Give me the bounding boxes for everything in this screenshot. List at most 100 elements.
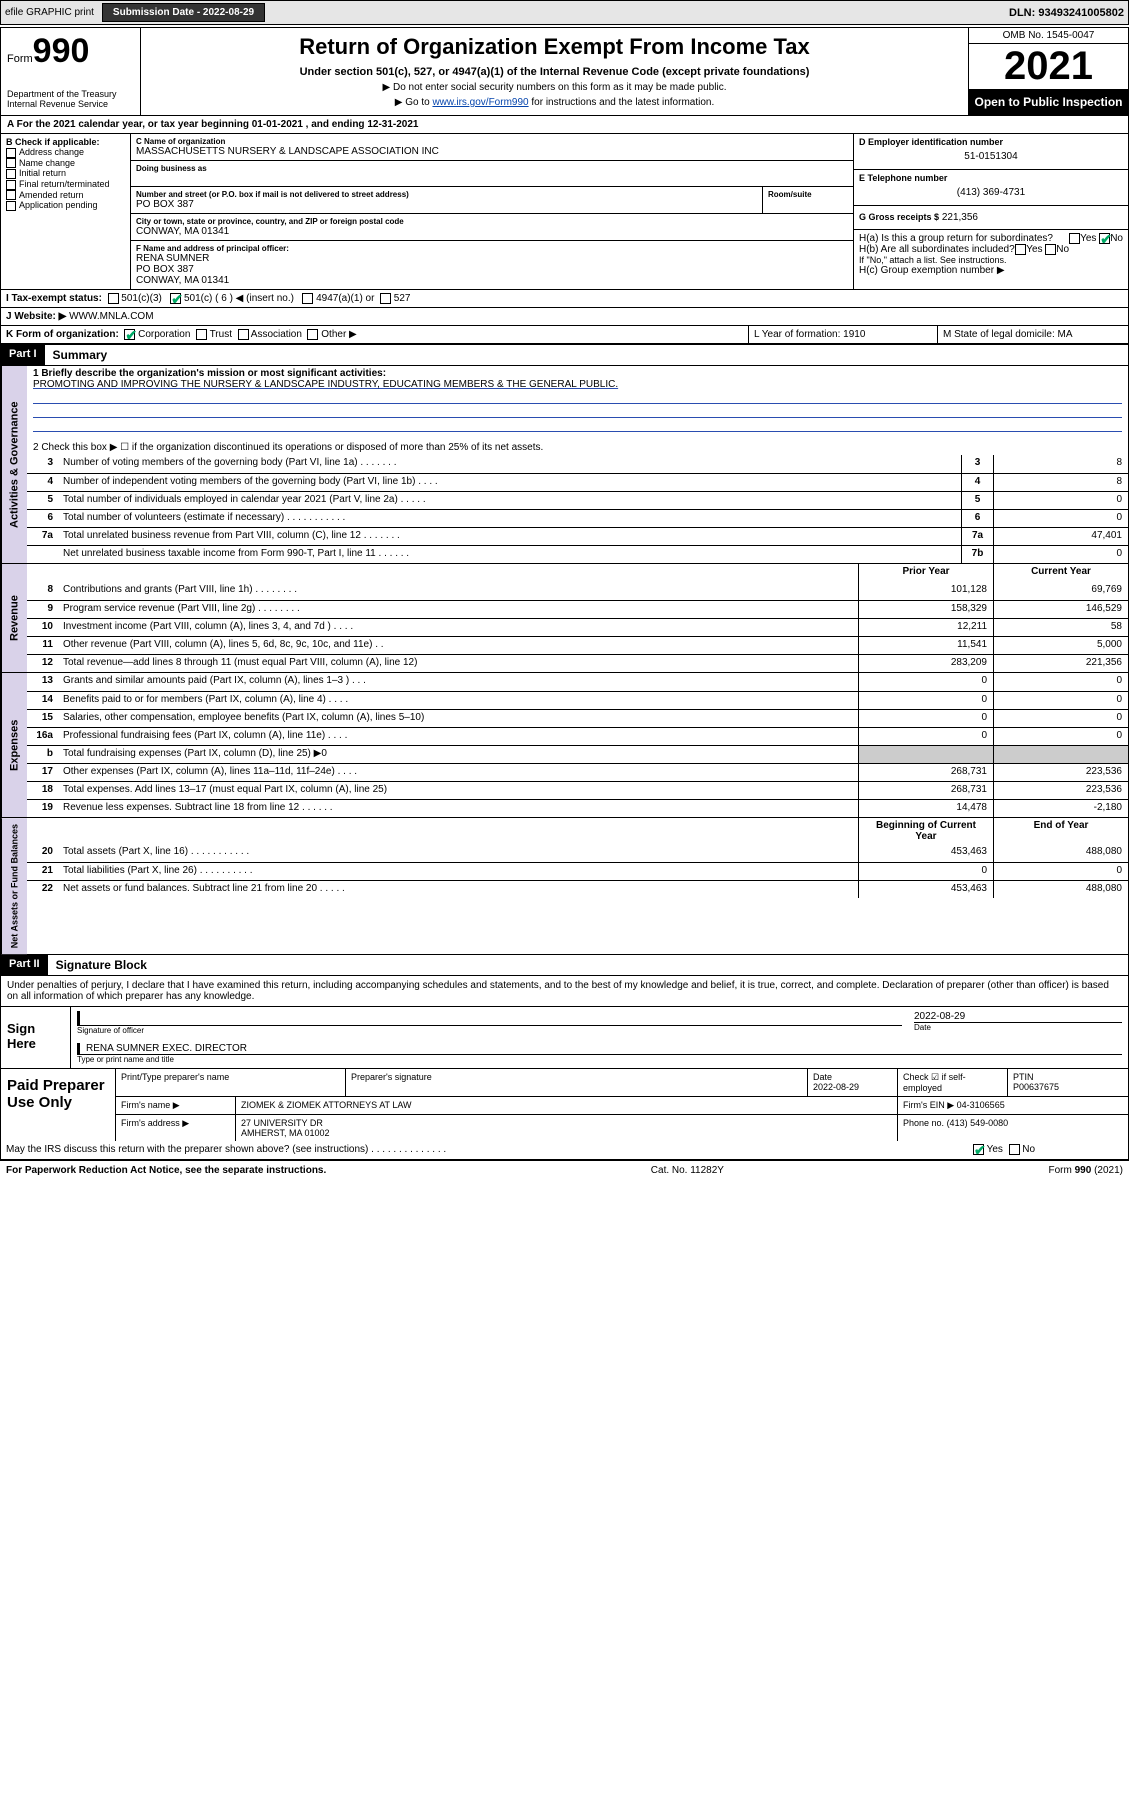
firm-name-label: Firm's name ▶ — [116, 1097, 236, 1114]
table-row: 10Investment income (Part VIII, column (… — [27, 618, 1128, 636]
part1-activities-block: Activities & Governance 1 Briefly descri… — [1, 365, 1128, 563]
i-label: I Tax-exempt status: — [6, 293, 102, 304]
sig-officer-label: Signature of officer — [77, 1025, 902, 1035]
street-address: PO BOX 387 — [136, 199, 757, 210]
sign-here-label: Sign Here — [1, 1007, 71, 1068]
checkbox-501c[interactable] — [170, 293, 181, 304]
table-row: 12Total revenue—add lines 8 through 11 (… — [27, 654, 1128, 672]
checkbox-discuss-no[interactable] — [1009, 1144, 1020, 1155]
j-label: J Website: ▶ — [6, 311, 66, 322]
line1-mission: 1 Briefly describe the organization's mi… — [27, 366, 1128, 434]
part1-netassets-block: Net Assets or Fund Balances Beginning of… — [1, 817, 1128, 954]
part1-header-row: Part I Summary — [1, 344, 1128, 365]
table-row: 6Total number of volunteers (estimate if… — [27, 509, 1128, 527]
vlabel-expenses: Expenses — [1, 673, 27, 817]
netassets-header: Beginning of Current Year End of Year — [27, 818, 1128, 844]
checkbox-address-change[interactable]: Address change — [6, 147, 125, 158]
form-header: Form990 Department of the Treasury Inter… — [1, 28, 1128, 116]
header-mid: Return of Organization Exempt From Incom… — [141, 28, 968, 115]
checkbox-initial-return[interactable]: Initial return — [6, 168, 125, 179]
table-row: 3Number of voting members of the governi… — [27, 455, 1128, 473]
h-b: H(b) Are all subordinates included? Yes … — [859, 244, 1123, 255]
table-row: 22Net assets or fund balances. Subtract … — [27, 880, 1128, 898]
irs-link[interactable]: www.irs.gov/Form990 — [432, 97, 528, 108]
k-label: K Form of organization: — [6, 329, 119, 340]
firm-name: ZIOMEK & ZIOMEK ATTORNEYS AT LAW — [236, 1097, 898, 1114]
checkbox-app-pending[interactable]: Application pending — [6, 200, 125, 211]
open-inspection: Open to Public Inspection — [969, 89, 1128, 115]
table-row: bTotal fundraising expenses (Part IX, co… — [27, 745, 1128, 763]
checkbox-assoc[interactable] — [238, 329, 249, 340]
table-row: 16aProfessional fundraising fees (Part I… — [27, 727, 1128, 745]
table-row: 20Total assets (Part X, line 16) . . . .… — [27, 844, 1128, 862]
paid-preparer-block: Paid Preparer Use Only Print/Type prepar… — [1, 1068, 1128, 1141]
cat-number: Cat. No. 11282Y — [326, 1165, 1048, 1176]
firm-addr-label: Firm's address ▶ — [116, 1115, 236, 1141]
ein-label: D Employer identification number — [859, 137, 1123, 147]
firm-ein: 04-3106565 — [957, 1100, 1005, 1110]
addr-label: Number and street (or P.O. box if mail i… — [136, 190, 757, 199]
org-name: MASSACHUSETTS NURSERY & LANDSCAPE ASSOCI… — [136, 146, 848, 157]
preparer-sig-label: Preparer's signature — [346, 1069, 808, 1096]
period-line: A For the 2021 calendar year, or tax yea… — [1, 116, 1128, 134]
preparer-name-label: Print/Type preparer's name — [116, 1069, 346, 1096]
efile-topbar: efile GRAPHIC print Submission Date - 20… — [0, 0, 1129, 25]
officer-info: RENA SUMNER PO BOX 387 CONWAY, MA 01341 — [136, 253, 848, 286]
table-row: 7aTotal unrelated business revenue from … — [27, 527, 1128, 545]
vlabel-revenue: Revenue — [1, 564, 27, 672]
table-row: 18Total expenses. Add lines 13–17 (must … — [27, 781, 1128, 799]
part1-label: Part I — [1, 345, 45, 365]
form-subtitle: Under section 501(c), 527, or 4947(a)(1)… — [147, 66, 962, 78]
checkbox-trust[interactable] — [196, 329, 207, 340]
checkbox-other[interactable] — [307, 329, 318, 340]
website-url: WWW.MNLA.COM — [69, 311, 153, 322]
ptin: P00637675 — [1013, 1082, 1059, 1092]
table-row: 4Number of independent voting members of… — [27, 473, 1128, 491]
self-employed-check: Check ☑ if self-employed — [898, 1069, 1008, 1096]
city-label: City or town, state or province, country… — [136, 217, 848, 226]
dept-label: Department of the Treasury Internal Reve… — [7, 89, 134, 109]
checkbox-name-change[interactable]: Name change — [6, 158, 125, 169]
dba-label: Doing business as — [136, 164, 848, 173]
table-row: 14Benefits paid to or for members (Part … — [27, 691, 1128, 709]
form-container: Form990 Department of the Treasury Inter… — [0, 27, 1129, 1161]
checkbox-final-return[interactable]: Final return/terminated — [6, 179, 125, 190]
vlabel-netassets: Net Assets or Fund Balances — [1, 818, 27, 954]
vlabel-activities: Activities & Governance — [1, 366, 27, 563]
phone-label: E Telephone number — [859, 173, 1123, 183]
table-row: 8Contributions and grants (Part VIII, li… — [27, 582, 1128, 600]
checkbox-527[interactable] — [380, 293, 391, 304]
checkbox-4947[interactable] — [302, 293, 313, 304]
part2-label: Part II — [1, 955, 48, 975]
phone: (413) 369-4731 — [859, 183, 1123, 202]
col-d: D Employer identification number 51-0151… — [853, 134, 1128, 289]
checkbox-501c3[interactable] — [108, 293, 119, 304]
table-row: 15Salaries, other compensation, employee… — [27, 709, 1128, 727]
omb-number: OMB No. 1545-0047 — [969, 28, 1128, 44]
revenue-header: Prior Year Current Year — [27, 564, 1128, 582]
col-beginning-year: Beginning of Current Year — [858, 818, 993, 844]
sig-date: 2022-08-29 — [914, 1011, 1122, 1022]
row-klm: K Form of organization: Corporation Trus… — [1, 326, 1128, 344]
row-i-tax-status: I Tax-exempt status: 501(c)(3) 501(c) ( … — [1, 290, 1128, 308]
l-year-formation: L Year of formation: 1910 — [748, 326, 938, 343]
sign-here-block: Sign Here Signature of officer 2022-08-2… — [1, 1006, 1128, 1068]
mission-text: PROMOTING AND IMPROVING THE NURSERY & LA… — [33, 379, 618, 390]
checkbox-corp[interactable] — [124, 329, 135, 340]
officer-name-title: RENA SUMNER EXEC. DIRECTOR — [77, 1043, 1122, 1054]
gross-label: G Gross receipts $ — [859, 212, 939, 222]
header-right: OMB No. 1545-0047 2021 Open to Public In… — [968, 28, 1128, 115]
checkbox-discuss-yes[interactable] — [973, 1144, 984, 1155]
preparer-date: 2022-08-29 — [813, 1082, 859, 1092]
paid-preparer-label: Paid Preparer Use Only — [1, 1069, 116, 1141]
h-b-note: If "No," attach a list. See instructions… — [859, 255, 1123, 265]
part1-title: Summary — [45, 345, 116, 365]
part1-revenue-block: Revenue Prior Year Current Year 8Contrib… — [1, 563, 1128, 672]
note-ssn: ▶ Do not enter social security numbers o… — [147, 82, 962, 93]
submission-date: Submission Date - 2022-08-29 — [102, 3, 265, 22]
table-row: 5Total number of individuals employed in… — [27, 491, 1128, 509]
checkbox-amended[interactable]: Amended return — [6, 190, 125, 201]
h-c: H(c) Group exemption number ▶ — [859, 265, 1123, 276]
form-label: Form990 — [7, 32, 134, 71]
sig-date-label: Date — [914, 1022, 1122, 1032]
